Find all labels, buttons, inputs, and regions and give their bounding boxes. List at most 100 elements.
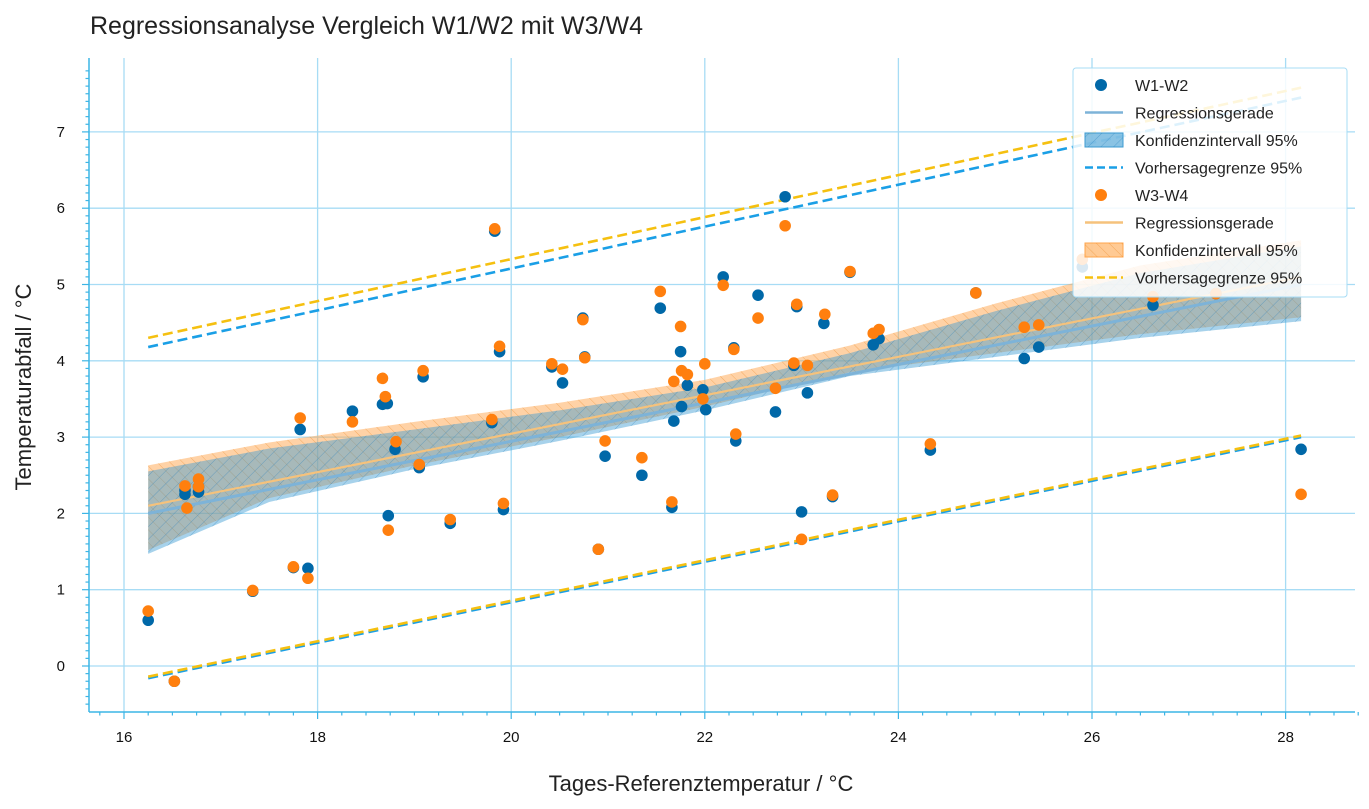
x-tick-label: 20 [503,729,520,746]
data-point-w3-w4 [674,320,687,333]
data-point-w1-w2 [717,271,729,283]
data-point-w1-w2 [346,405,359,417]
data-point-w1-w2 [142,614,154,627]
data-point-w1-w2 [636,469,648,482]
data-point-w3-w4 [668,375,680,388]
data-point-w3-w4 [413,458,426,471]
y-tick-label: 3 [57,429,65,446]
legend-marker [1095,79,1107,91]
data-point-w1-w2 [382,509,395,522]
data-point-w1-w2 [752,289,764,301]
data-point-w3-w4 [294,412,306,424]
legend-label: Vorhersagegrenze 95% [1135,161,1302,178]
data-point-w3-w4 [795,533,808,546]
data-point-w3-w4 [599,435,611,447]
data-point-w3-w4 [179,480,191,492]
data-point-w3-w4 [376,372,389,385]
legend-marker [1095,189,1107,201]
x-tick-label: 24 [890,729,907,746]
data-point-w1-w2 [1147,299,1159,311]
data-point-w3-w4 [486,413,498,426]
data-point-w3-w4 [417,364,429,377]
data-point-w3-w4 [826,489,839,501]
data-point-w3-w4 [699,358,711,370]
x-tick-label: 26 [1084,729,1101,746]
data-point-w1-w2 [674,345,687,358]
data-point-w3-w4 [728,343,740,356]
data-point-w1-w2 [654,302,667,314]
data-point-w1-w2 [556,377,569,389]
regression-line-w3-w4 [147,275,1302,507]
data-point-w1-w2 [769,406,782,418]
data-point-w3-w4 [636,451,648,464]
x-tick-label: 22 [696,729,713,746]
prediction-lower-w3-w4 [147,434,1302,678]
y-axis-label: Temperaturabfall / °C [11,283,36,490]
legend-label: Konfidenzintervall 95% [1135,133,1298,150]
data-point-w3-w4 [697,393,709,405]
data-point-w3-w4 [1032,319,1045,331]
data-point-w3-w4 [654,285,667,298]
data-point-w1-w2 [1018,352,1031,365]
data-point-w3-w4 [444,513,457,526]
legend: W1-W2 Regressionsgerade Konfidenzintervall… [1072,67,1348,298]
data-point-w3-w4 [181,502,193,514]
data-point-w3-w4 [578,351,591,364]
y-tick-label: 6 [57,200,65,217]
y-tick-label: 2 [57,505,65,522]
data-point-w3-w4 [246,584,259,597]
data-point-w3-w4 [546,358,558,370]
data-point-w1-w2 [699,403,712,416]
data-point-w3-w4 [346,416,359,428]
data-point-w1-w2 [1032,341,1045,353]
data-point-w1-w2 [795,506,808,518]
data-point-w3-w4 [717,279,729,292]
data-point-w1-w2 [599,450,611,462]
data-point-w3-w4 [302,572,314,585]
x-tick-label: 18 [309,729,326,746]
legend-box [1072,67,1348,298]
data-point-w3-w4 [924,438,937,450]
data-point-w3-w4 [681,368,694,381]
data-point-w3-w4 [488,223,501,235]
data-point-w1-w2 [818,317,830,330]
legend-label: Konfidenzintervall 95% [1135,243,1298,260]
data-point-w3-w4 [142,605,154,617]
data-point-w3-w4 [382,524,395,536]
data-point-w3-w4 [379,390,392,403]
data-point-w3-w4 [769,382,782,395]
data-point-w3-w4 [729,428,742,440]
data-point-w3-w4 [577,313,589,326]
data-point-w3-w4 [497,497,510,510]
y-tick-label: 0 [57,658,65,675]
data-point-w3-w4 [592,543,605,556]
data-point-w3-w4 [1018,321,1031,334]
y-tick-label: 4 [57,353,65,370]
x-tick-label: 28 [1277,729,1294,746]
legend-patch-hatch [1085,133,1123,147]
axes: 16 18 20 22 24 26 28 0 1 2 3 4 5 6 7 [57,58,1359,746]
y-tick-label: 7 [57,124,65,141]
data-point-w3-w4 [493,340,506,353]
data-point-w3-w4 [779,219,791,232]
data-point-w3-w4 [819,308,831,321]
x-axis-label: Tages-Referenztemperatur / °C [549,771,854,796]
data-point-w3-w4 [556,363,569,375]
data-point-w1-w2 [668,415,680,427]
data-point-w3-w4 [287,561,300,573]
data-point-w3-w4 [790,298,803,311]
data-point-w1-w2 [294,423,306,436]
data-point-w1-w2 [302,562,314,575]
legend-label: Vorhersagegrenze 95% [1135,271,1302,288]
prediction-lower-w1-w2 [147,435,1302,680]
data-point-w3-w4 [168,675,181,688]
y-tick-label: 1 [57,582,65,599]
data-point-w3-w4 [873,323,885,336]
data-point-w3-w4 [801,359,814,372]
legend-label: Regressionsgerade [1135,216,1274,233]
data-point-w1-w2 [779,190,791,203]
legend-label: W1-W2 [1135,78,1188,95]
data-point-w1-w2 [675,400,688,413]
chart-title: Regressionsanalyse Vergleich W1/W2 mit W… [90,12,643,40]
